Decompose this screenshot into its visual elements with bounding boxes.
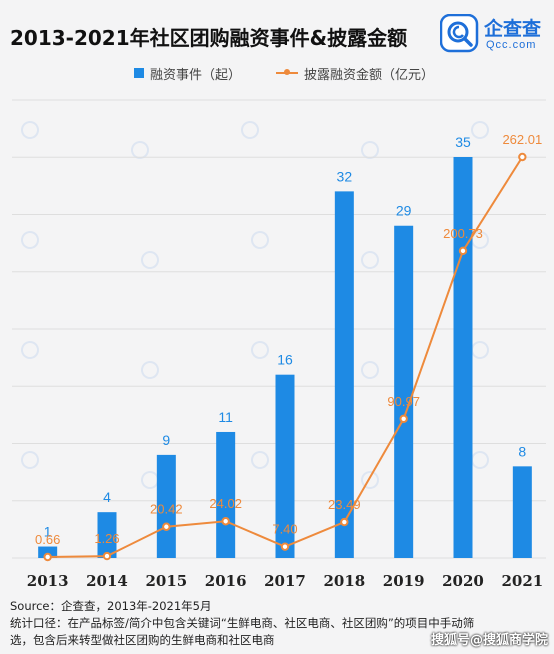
watermark-icon bbox=[361, 471, 379, 489]
x-tick-2015: 2015 bbox=[145, 572, 187, 590]
bar-label-2015: 9 bbox=[162, 432, 170, 448]
line-label-2017: 7.40 bbox=[272, 522, 297, 537]
bar-2015 bbox=[156, 454, 176, 558]
chart-plot: 1 4 9 11 16 32 29 35 8 0.66 1.26 20.42 24.02 7.40 23.4… bbox=[12, 99, 546, 590]
bar-label-2017: 16 bbox=[277, 352, 293, 368]
watermark-layer bbox=[21, 121, 489, 489]
bar-label-2014: 4 bbox=[103, 489, 111, 505]
bar-2016 bbox=[216, 431, 236, 558]
method-note-line-1: 统计口径：在产品标签/简介中包含关键词“生鲜电商、社区电商、社区团购”的项目中手… bbox=[10, 616, 475, 630]
bar-label-2016: 11 bbox=[218, 409, 233, 425]
line-point-2013 bbox=[43, 552, 52, 562]
bar-2018 bbox=[334, 191, 354, 558]
qcc-logo: 企查查 Qcc.com bbox=[440, 14, 552, 56]
line-label-2014: 1.26 bbox=[94, 531, 119, 546]
watermark-mark bbox=[251, 341, 269, 359]
watermark-icon bbox=[241, 121, 259, 139]
watermark-icon bbox=[361, 361, 379, 379]
source-text: Source：企查查，2013年-2021年5月 bbox=[10, 599, 212, 613]
sohu-watermark: 搜狐号@搜狐商学院 bbox=[430, 633, 548, 648]
legend-swatch-bar bbox=[134, 68, 144, 78]
data-labels: 1 4 9 11 16 32 29 35 8 0.66 1.26 20.42 24.02 7.40 23.4… bbox=[35, 132, 542, 547]
watermark-mark bbox=[141, 361, 159, 379]
x-axis: 2013 2014 2015 2016 2017 2018 2019 2020 2021 bbox=[27, 572, 543, 590]
x-tick-2018: 2018 bbox=[323, 572, 365, 590]
watermark-mark bbox=[21, 121, 39, 139]
method-note-line-2: 选，包含后来转型做社区团购的生鲜电商和社区电商 bbox=[10, 633, 275, 647]
bar-label-2020: 35 bbox=[455, 134, 471, 150]
watermark-icon bbox=[251, 341, 269, 359]
watermark-mark bbox=[251, 451, 269, 469]
x-tick-2014: 2014 bbox=[86, 572, 128, 590]
line-label-2019: 90.97 bbox=[387, 394, 420, 409]
line-label-2021: 262.01 bbox=[502, 132, 542, 147]
watermark-mark bbox=[251, 231, 269, 249]
watermark-mark bbox=[471, 121, 489, 139]
watermark-icon bbox=[361, 251, 379, 269]
watermark-mark bbox=[471, 341, 489, 359]
legend-label-line: 披露融资金额（亿元） bbox=[304, 68, 435, 83]
watermark-mark bbox=[361, 471, 379, 489]
line-point-2015 bbox=[162, 522, 171, 531]
chart-title: 2013-2021年社区团购融资事件&披露金额 bbox=[10, 26, 408, 50]
watermark-mark bbox=[21, 451, 39, 469]
line-label-2015: 20.42 bbox=[150, 502, 183, 517]
line-point-2016 bbox=[221, 517, 230, 526]
watermark-mark bbox=[471, 451, 489, 469]
watermark-icon bbox=[21, 341, 39, 359]
line-point-2018 bbox=[340, 517, 349, 527]
watermark-icon bbox=[471, 341, 489, 359]
bar-2014 bbox=[97, 512, 117, 558]
watermark-mark bbox=[471, 231, 489, 249]
bar-series bbox=[38, 157, 532, 558]
bar-label-2018: 32 bbox=[337, 168, 353, 184]
x-tick-2021: 2021 bbox=[501, 572, 543, 590]
watermark-icon bbox=[141, 361, 159, 379]
watermark-icon bbox=[471, 231, 489, 249]
bar-2013 bbox=[38, 546, 58, 558]
logo-domain: Qcc.com bbox=[486, 39, 537, 51]
bar-label-2021: 8 bbox=[518, 443, 526, 459]
watermark-mark bbox=[21, 341, 39, 359]
x-tick-2020: 2020 bbox=[442, 572, 484, 590]
bar-2017 bbox=[275, 374, 295, 558]
watermark-icon bbox=[21, 121, 39, 139]
x-tick-2013: 2013 bbox=[27, 572, 69, 590]
watermark-mark bbox=[361, 251, 379, 269]
x-tick-2016: 2016 bbox=[205, 572, 247, 590]
qcc-logo-icon bbox=[440, 14, 479, 53]
watermark-mark bbox=[141, 251, 159, 269]
bar-2020 bbox=[453, 157, 473, 558]
watermark-icon bbox=[471, 121, 489, 139]
bar-2021 bbox=[512, 466, 532, 558]
line-label-2020: 200.73 bbox=[443, 226, 483, 241]
line-label-2013: 0.66 bbox=[35, 532, 60, 547]
line-point-2019 bbox=[399, 414, 408, 423]
x-tick-2019: 2019 bbox=[383, 572, 425, 590]
line-point-2021 bbox=[518, 152, 527, 162]
watermark-icon bbox=[471, 451, 489, 469]
watermark-icon bbox=[21, 231, 39, 249]
legend-label-bar: 融资事件（起） bbox=[150, 68, 242, 83]
line-label-2018: 23.49 bbox=[328, 497, 361, 512]
chart-footer: Source：企查查，2013年-2021年5月 统计口径：在产品标签/简介中包… bbox=[10, 598, 550, 649]
logo-name: 企查查 bbox=[484, 18, 542, 40]
watermark-icon bbox=[251, 231, 269, 249]
watermark-mark bbox=[21, 231, 39, 249]
line-point-2020 bbox=[458, 246, 468, 255]
bar-label-2019: 29 bbox=[396, 203, 412, 219]
x-tick-2017: 2017 bbox=[264, 572, 306, 590]
bar-label-2013: 1 bbox=[44, 524, 52, 540]
line-label-2016: 24.02 bbox=[209, 496, 242, 511]
watermark-icon bbox=[141, 251, 159, 269]
line-point-2017 bbox=[280, 542, 290, 551]
legend-dot-line bbox=[284, 69, 290, 75]
line-point-2014 bbox=[102, 551, 112, 561]
watermark-icon bbox=[251, 451, 269, 469]
line-series bbox=[43, 152, 527, 562]
watermark-mark bbox=[361, 361, 379, 379]
watermark-mark bbox=[241, 121, 259, 139]
watermark-icon bbox=[21, 451, 39, 469]
bar-2019 bbox=[394, 225, 414, 558]
